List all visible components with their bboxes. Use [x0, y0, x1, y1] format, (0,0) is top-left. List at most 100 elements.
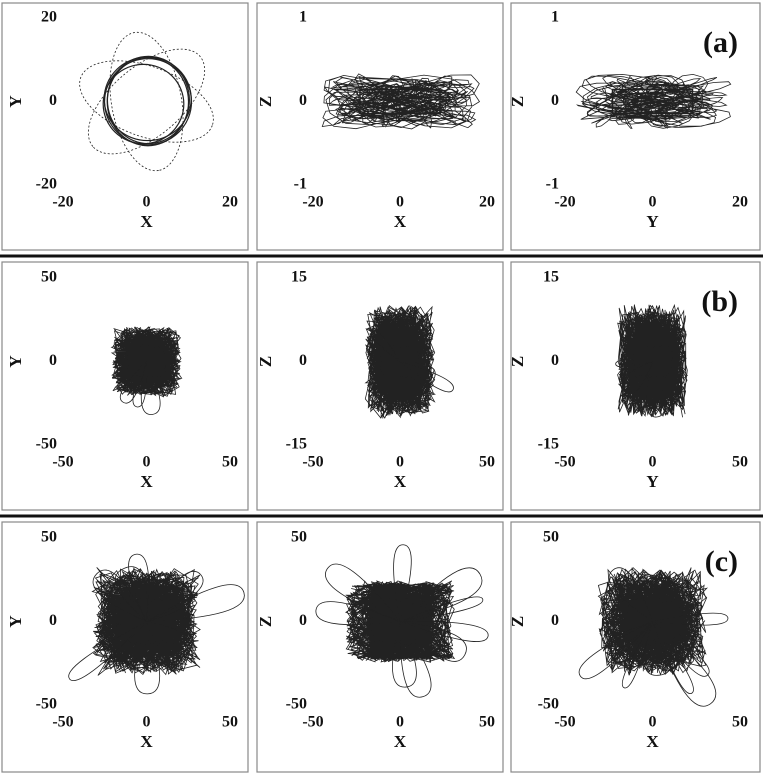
- x-tick-label: -50: [302, 454, 323, 471]
- trajectory: [146, 580, 191, 622]
- panel-frame: [510, 521, 761, 773]
- y-tick-label: -50: [36, 436, 57, 453]
- trajectory: [321, 73, 481, 130]
- y-tick-label: -15: [538, 436, 559, 453]
- x-axis-label: X: [140, 732, 153, 751]
- trajectory: [399, 361, 436, 386]
- x-tick-label: -20: [554, 194, 575, 211]
- trajectory: [399, 567, 483, 622]
- trajectory: [378, 344, 421, 380]
- y-tick-label: -1: [546, 176, 559, 193]
- trajectory: [371, 330, 401, 362]
- trajectory: [399, 620, 489, 642]
- x-axis-label: X: [140, 472, 153, 491]
- y-tick-label: 0: [49, 92, 57, 109]
- trajectory: [103, 56, 192, 142]
- y-axis-label: Z: [256, 356, 275, 367]
- trajectory: [140, 361, 161, 415]
- x-tick-label: 0: [143, 454, 151, 471]
- y-tick-label: -50: [36, 696, 57, 713]
- x-tick-label: 0: [396, 714, 404, 731]
- trajectory: [146, 584, 245, 622]
- y-tick-label: 20: [41, 9, 57, 26]
- y-axis-label: Z: [508, 96, 527, 107]
- panel-frame: [1, 261, 249, 511]
- y-tick-label: 50: [543, 529, 559, 546]
- y-tick-label: 15: [291, 269, 307, 286]
- trajectory: [114, 566, 148, 622]
- trajectory: [652, 612, 729, 626]
- trajectory: [615, 359, 653, 368]
- y-tick-label: 0: [299, 612, 307, 629]
- y-tick-label: 0: [49, 612, 57, 629]
- trajectory: [399, 361, 454, 393]
- trajectory: [399, 621, 432, 698]
- trajectory: [68, 621, 147, 681]
- y-axis-label: Z: [508, 356, 527, 367]
- trajectory: [92, 569, 147, 622]
- x-tick-label: 0: [649, 194, 657, 211]
- trajectory: [325, 563, 401, 622]
- x-axis-label: X: [140, 212, 153, 231]
- x-tick-label: -20: [52, 194, 73, 211]
- trajectory: [607, 621, 653, 651]
- y-axis-label: Y: [6, 355, 25, 367]
- y-tick-label: 15: [543, 269, 559, 286]
- trajectory: [611, 88, 694, 115]
- trajectory: [87, 48, 206, 155]
- trajectory: [652, 621, 710, 677]
- trajectory: [315, 601, 401, 626]
- trajectory: [631, 344, 674, 380]
- x-tick-label: 20: [222, 194, 238, 211]
- trajectory: [134, 621, 161, 695]
- trajectory: [109, 31, 184, 172]
- x-tick-label: -50: [52, 454, 73, 471]
- y-tick-label: 0: [299, 352, 307, 369]
- y-axis-label: Y: [6, 615, 25, 627]
- panel-label: (b): [701, 285, 738, 318]
- panel-frame: [510, 261, 761, 511]
- panel-label: (a): [703, 26, 738, 59]
- y-tick-label: 50: [41, 269, 57, 286]
- y-axis-label: Z: [508, 616, 527, 627]
- trajectory: [621, 597, 684, 646]
- x-tick-label: -20: [302, 194, 323, 211]
- trajectory: [119, 361, 147, 404]
- trajectory: [132, 361, 148, 408]
- trajectory: [368, 596, 433, 647]
- y-tick-label: -1: [294, 176, 307, 193]
- y-tick-label: 0: [551, 92, 559, 109]
- trajectory: [359, 88, 441, 115]
- x-tick-label: 0: [649, 714, 657, 731]
- y-axis-label: Z: [256, 616, 275, 627]
- x-tick-label: 20: [479, 194, 495, 211]
- trajectory: [392, 621, 417, 688]
- x-axis-label: Y: [646, 212, 658, 231]
- panel-frame: [256, 2, 504, 251]
- x-tick-label: 50: [732, 714, 748, 731]
- panel-frame: [510, 2, 761, 251]
- x-axis-label: X: [394, 732, 407, 751]
- trajectory: [146, 621, 192, 662]
- x-tick-label: 20: [732, 194, 748, 211]
- trajectory: [646, 361, 666, 418]
- trajectory: [146, 570, 204, 622]
- trajectory: [399, 621, 467, 662]
- x-tick-label: 0: [396, 194, 404, 211]
- panel-frame: [1, 2, 249, 251]
- y-axis-label: Y: [6, 95, 25, 107]
- y-tick-label: -15: [286, 436, 307, 453]
- x-tick-label: -50: [554, 454, 575, 471]
- trajectory: [621, 621, 653, 689]
- x-tick-label: 0: [143, 194, 151, 211]
- trajectory: [581, 97, 724, 106]
- x-axis-label: Y: [646, 472, 658, 491]
- x-tick-label: -50: [52, 714, 73, 731]
- x-tick-label: 50: [222, 714, 238, 731]
- y-tick-label: 1: [551, 9, 559, 26]
- trajectory: [128, 553, 150, 622]
- y-tick-label: 0: [49, 352, 57, 369]
- trajectory: [399, 596, 484, 622]
- x-tick-label: 0: [396, 454, 404, 471]
- trajectory: [575, 73, 732, 130]
